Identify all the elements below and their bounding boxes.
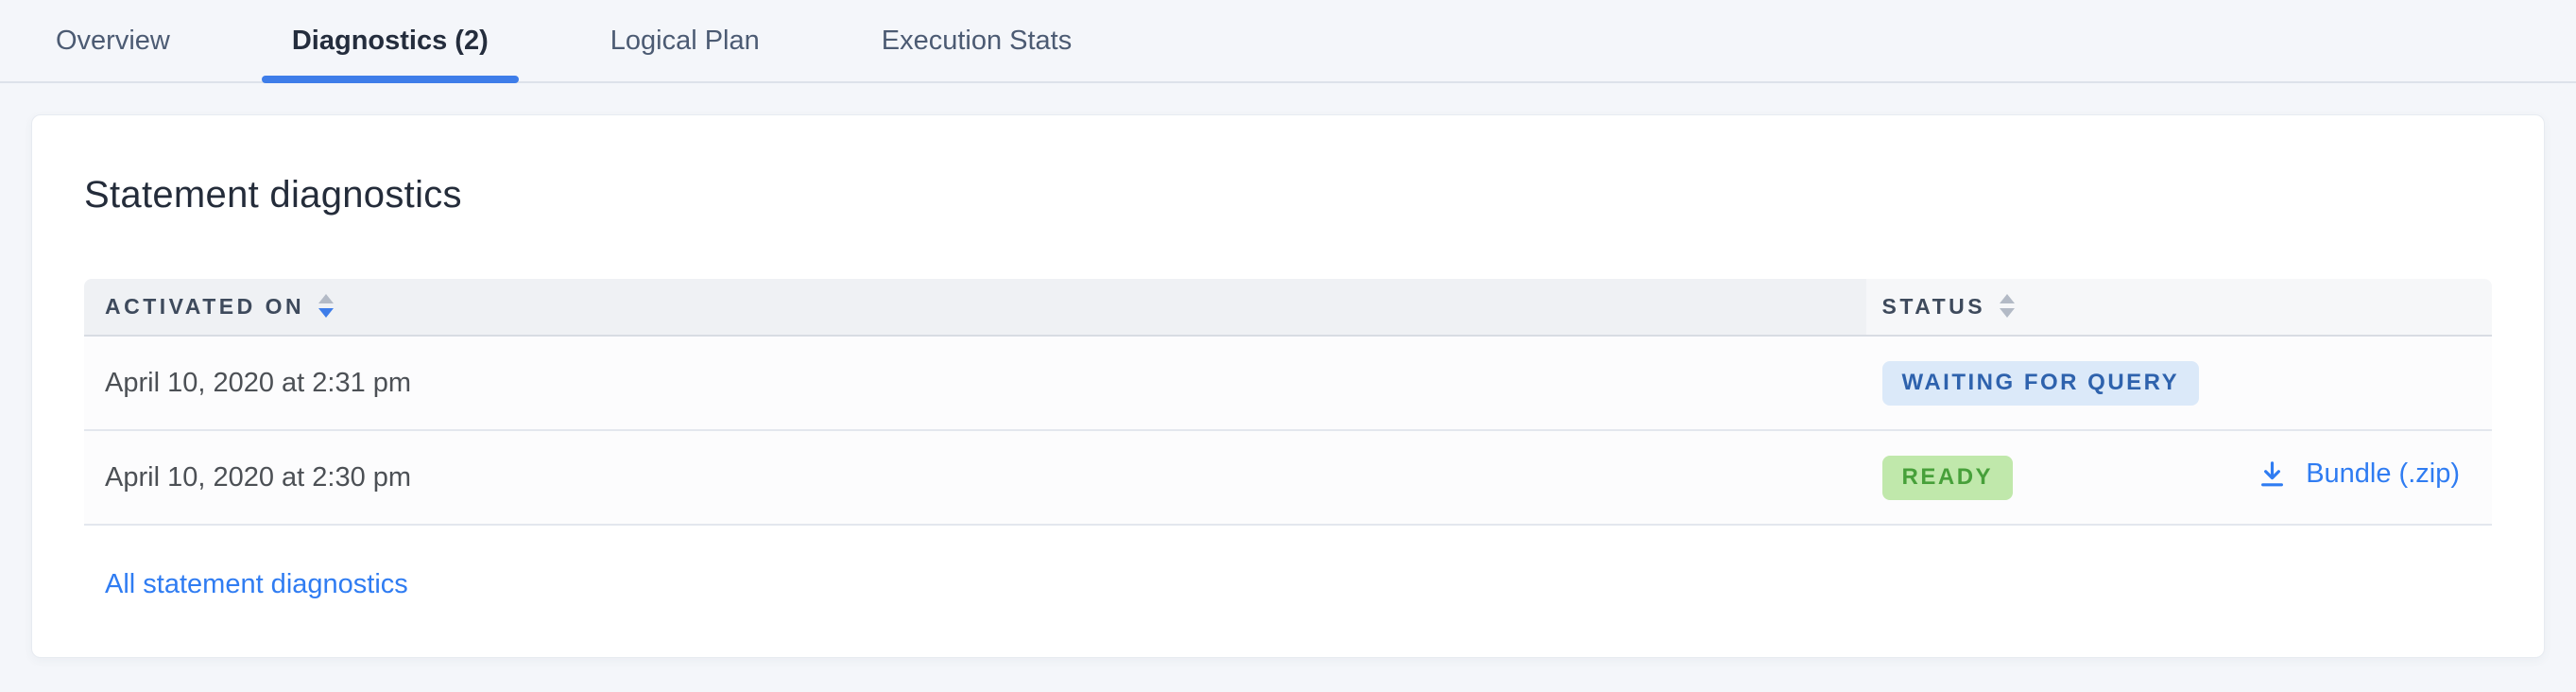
sort-up-arrow-icon [318, 294, 335, 303]
column-header-activated-on[interactable]: ACTIVATED ON [84, 279, 1866, 337]
table-header-row: ACTIVATED ON STATUS [84, 279, 2492, 337]
download-icon [2261, 460, 2284, 486]
sort-down-arrow-icon [2000, 308, 2016, 318]
card-title: Statement diagnostics [84, 174, 462, 216]
sort-icon[interactable] [318, 294, 335, 318]
column-header-label: ACTIVATED ON [105, 294, 305, 319]
tab-label: Logical Plan [610, 25, 760, 56]
column-header-status[interactable]: STATUS [1865, 279, 2215, 337]
activated-on-cell: April 10, 2020 at 2:31 pm [84, 336, 1866, 431]
bundle-link-label: Bundle (.zip) [2306, 458, 2460, 489]
tab-label: Overview [56, 25, 170, 56]
bundle-cell: Bundle (.zip) [2214, 430, 2492, 526]
tab-execution-stats[interactable]: Execution Stats [851, 0, 1103, 81]
status-badge: READY [1881, 455, 2014, 500]
sort-down-arrow-icon [318, 308, 335, 318]
statement-diagnostics-card: Statement diagnostics ACTIVATED ON [31, 114, 2545, 658]
diagnostics-table: ACTIVATED ON STATUS [84, 279, 2492, 526]
tab-logical-plan[interactable]: Logical Plan [580, 0, 790, 81]
bundle-download-link[interactable]: Bundle (.zip) [2257, 458, 2460, 490]
tab-overview[interactable]: Overview [26, 0, 200, 81]
sort-icon[interactable] [2000, 294, 2016, 318]
active-tab-indicator [261, 76, 519, 83]
status-cell: READY [1865, 430, 2215, 526]
activated-on-cell: April 10, 2020 at 2:30 pm [84, 430, 1866, 526]
column-header-bundle [2214, 279, 2492, 337]
tab-diagnostics[interactable]: Diagnostics (2) [261, 0, 519, 83]
table-row: April 10, 2020 at 2:30 pm READY Bundle (… [84, 430, 2492, 526]
tab-label: Diagnostics (2) [291, 25, 489, 56]
status-badge: WAITING FOR QUERY [1881, 360, 2200, 406]
table-row: April 10, 2020 at 2:31 pm WAITING FOR QU… [84, 336, 2492, 431]
bundle-cell [2214, 336, 2492, 431]
status-cell: WAITING FOR QUERY [1865, 336, 2215, 431]
statement-details-page: Overview Diagnostics (2) Logical Plan Ex… [0, 0, 2576, 658]
column-header-label: STATUS [1881, 294, 1986, 319]
sort-up-arrow-icon [2000, 294, 2016, 303]
tab-bar: Overview Diagnostics (2) Logical Plan Ex… [0, 0, 2576, 83]
all-statement-diagnostics-link[interactable]: All statement diagnostics [105, 569, 408, 599]
tab-label: Execution Stats [881, 25, 1073, 56]
